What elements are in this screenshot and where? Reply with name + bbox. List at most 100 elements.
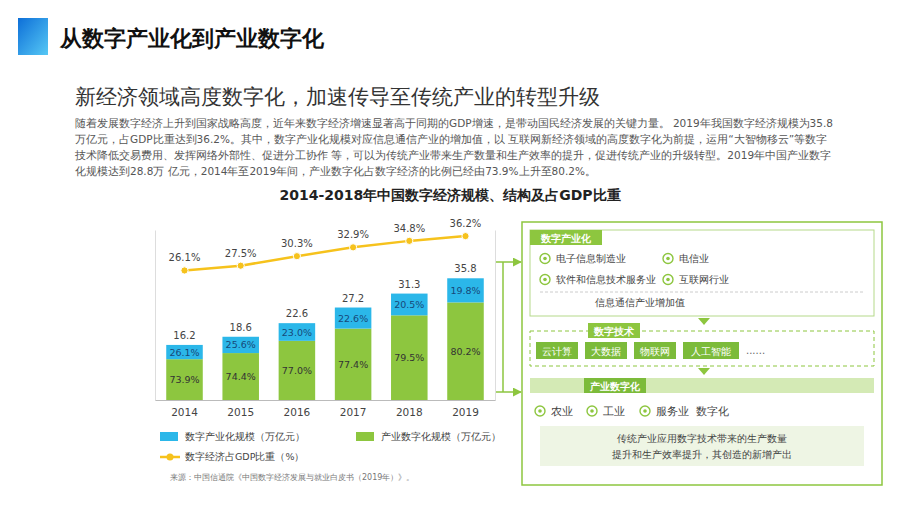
x-tick-label: 2016 [284,406,311,418]
share-label: 74.4% [226,371,256,382]
line-label: 32.9% [337,229,369,240]
legend-item: 数字产业化规模（万亿元） [160,431,305,442]
section-tab [584,378,646,393]
legend-item: 数字经济占GDP比重（%） [160,451,304,462]
item-suffix: 数字化 [696,405,729,417]
bar [391,315,428,400]
section-note: 信息通信产业增加值 [595,297,685,308]
x-axis: 201420152016201720182019 [156,400,496,418]
legend-label: 产业数字化规模（万亿元） [381,431,501,442]
icon [663,275,673,285]
section-title: 数字技术 [593,326,635,337]
x-tick: 2019 [452,400,479,418]
y-axis [155,231,156,401]
legend: 数字产业化规模（万亿元） 产业数字化规模（万亿元） 数字经济占GDP比重（%） [160,431,501,462]
diagram-frame [522,222,882,485]
plot-area [166,233,484,400]
axis-line [155,231,156,401]
share-label: 19.8% [450,285,480,296]
tech-item: 物联网 [640,346,670,357]
divider [540,292,864,293]
down-arrow [698,318,710,325]
line-point [406,237,413,244]
x-tick-label: 2019 [452,406,479,418]
connectors [496,262,521,392]
subtitle: 新经济领域高度数字化，加速传导至传统产业的转型升级 [75,85,600,109]
bar [166,345,203,359]
paragraph: 随着发展数字经济上升到国家战略高度，近年来数字经济增速显著高于同期的GDP增速，… [74,117,833,177]
more: ...... [746,345,765,356]
section-tab [588,323,640,338]
total-label: 27.2 [342,293,364,304]
item: 服务业 [656,405,689,417]
note-box [540,426,864,466]
section-title: 数字产业化 [540,233,592,244]
axis-line [156,400,496,401]
x-tick: 2018 [396,400,423,418]
line-label: 27.5% [225,248,257,259]
paragraph-line: 万亿元，占GDP比重达到36.2%。其中，数字产业化规模对应信息通信产业的增加值… [75,133,827,145]
item: 电信业 [679,253,709,264]
legend-swatch [160,432,178,441]
bar [279,323,316,341]
item: 工业 [603,405,625,417]
x-tick: 2016 [284,400,311,418]
line-point [181,267,188,274]
bar [166,359,203,400]
icon [540,275,550,285]
item: 软件和信息技术服务业 [556,274,656,285]
bar [391,294,428,316]
icon [640,406,650,416]
bar [447,278,484,302]
x-tick: 2015 [227,400,254,418]
share-label: 77.4% [338,359,368,370]
tech-box [634,342,676,359]
x-tick: 2017 [340,400,367,418]
line-point [293,253,300,260]
line-label: 36.2% [450,218,482,229]
total-label: 16.2 [173,330,195,341]
total-label: 31.3 [398,279,420,290]
share-label: 77.0% [282,365,312,376]
paragraph-line: 技术降低交易费用、发挥网络外部性、促进分工协作 等，可以为传统产业带来生产数量和… [74,149,831,161]
icon [587,406,597,416]
legend-swatch [356,432,374,441]
x-tick-label: 2018 [396,406,423,418]
header: 从数字产业化到产业数字化 [18,18,325,55]
bar [335,308,372,329]
share-label: 73.9% [169,374,199,385]
share-label: 80.2% [450,346,480,357]
x-tick-label: 2015 [227,406,254,418]
tech-item: 云计算 [542,346,572,357]
page-title: 从数字产业化到产业数字化 [59,26,325,51]
y2-axis [495,231,496,401]
slide: 从数字产业化到产业数字化新经济领域高度数字化，加速传导至传统产业的转型升级随着发… [0,0,900,506]
line-label: 34.8% [393,223,425,234]
section-note: 传统产业应用数字技术带来的生产数量 [617,433,787,444]
bar [335,329,372,400]
legend-label: 数字经济占GDP比重（%） [185,451,304,462]
share-label: 26.1% [169,347,199,358]
share-label: 79.5% [394,352,424,363]
axis-line [495,231,496,401]
x-tick-label: 2017 [340,406,367,418]
chart-title: 2014-2018年中国数字经济规模、结构及占GDP比重 [279,187,620,203]
section-tab [530,230,602,245]
line-label: 26.1% [169,252,201,263]
line [185,236,466,270]
line-point [237,262,244,269]
section-box [530,331,874,366]
connector-arrow [496,261,521,263]
line-label: 30.3% [281,238,313,249]
tech-box [585,342,627,359]
paragraph-line: 化规模达到28.8万 亿元，2014年至2019年间，产业数字化占数字经济的比例… [75,165,596,177]
share-label: 25.6% [226,339,256,350]
tech-item: 人工智能 [691,346,731,357]
section-bar [530,378,874,393]
bar [222,337,259,353]
section-note: 提升和生产效率提升，其创造的新增产出 [612,449,792,460]
diagram: 数字产业化电子信息制造业电信业软件和信息技术服务业互联网行业信息通信产业增加值数… [522,222,882,485]
icon [663,254,673,264]
total-label: 35.8 [454,263,476,274]
paragraph-line: 随着发展数字经济上升到国家战略高度，近年来数字经济增速显著高于同期的GDP增速，… [75,117,833,129]
